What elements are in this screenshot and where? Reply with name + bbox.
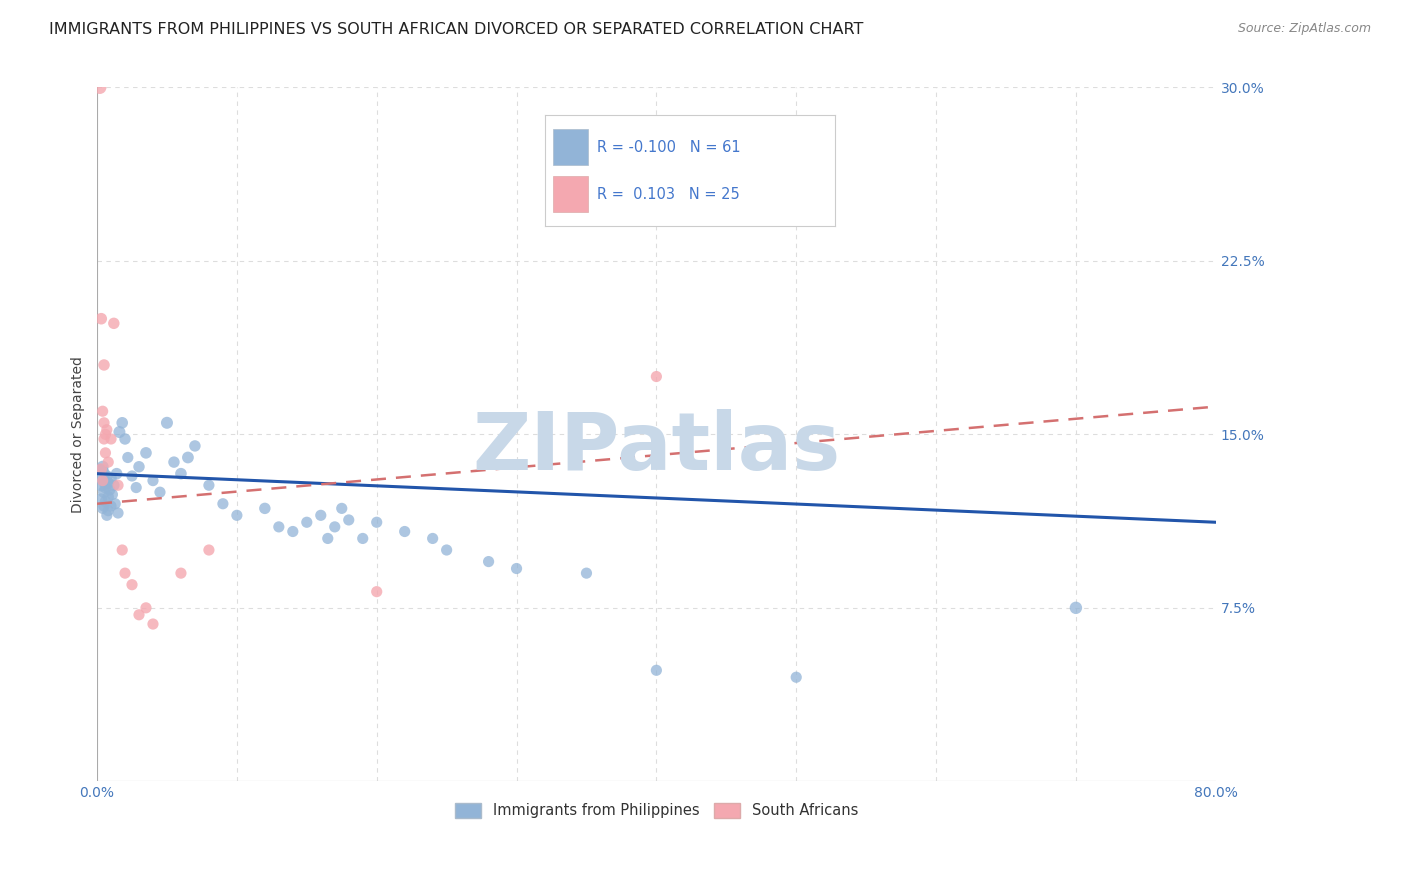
- Point: [323, 520, 346, 534]
- Point: [128, 459, 150, 474]
- Point: [97, 475, 120, 490]
- Point: [170, 566, 193, 581]
- Point: [135, 446, 157, 460]
- Point: [107, 506, 129, 520]
- Point: [94, 446, 117, 460]
- Point: [96, 469, 118, 483]
- Point: [575, 566, 598, 581]
- Point: [97, 490, 120, 504]
- Text: IMMIGRANTS FROM PHILIPPINES VS SOUTH AFRICAN DIVORCED OR SEPARATED CORRELATION C: IMMIGRANTS FROM PHILIPPINES VS SOUTH AFR…: [49, 22, 863, 37]
- Point: [281, 524, 304, 539]
- Point: [212, 497, 235, 511]
- Text: Source: ZipAtlas.com: Source: ZipAtlas.com: [1237, 22, 1371, 36]
- Point: [94, 494, 117, 508]
- Point: [170, 467, 193, 481]
- Point: [89, 467, 111, 481]
- Point: [1064, 600, 1087, 615]
- Point: [477, 555, 499, 569]
- Point: [198, 543, 221, 558]
- Point: [91, 501, 114, 516]
- Point: [114, 432, 136, 446]
- Point: [107, 478, 129, 492]
- Point: [163, 455, 186, 469]
- Point: [267, 520, 290, 534]
- Point: [90, 462, 112, 476]
- Point: [295, 515, 318, 529]
- Point: [90, 311, 112, 326]
- Point: [91, 404, 114, 418]
- Point: [97, 504, 120, 518]
- Point: [105, 467, 128, 481]
- Point: [645, 369, 668, 384]
- Point: [505, 561, 527, 575]
- Point: [117, 450, 139, 465]
- Point: [135, 600, 157, 615]
- Point: [785, 670, 807, 684]
- Point: [111, 416, 134, 430]
- Point: [366, 515, 388, 529]
- Point: [108, 425, 131, 439]
- Point: [149, 485, 172, 500]
- Point: [225, 508, 247, 523]
- Point: [177, 450, 200, 465]
- Point: [93, 432, 115, 446]
- Point: [103, 316, 125, 330]
- Point: [100, 471, 122, 485]
- Point: [330, 501, 353, 516]
- Point: [93, 474, 115, 488]
- Point: [104, 497, 127, 511]
- Y-axis label: Divorced or Separated: Divorced or Separated: [72, 356, 86, 513]
- Point: [422, 532, 444, 546]
- Point: [93, 499, 115, 513]
- Point: [184, 439, 207, 453]
- Point: [121, 469, 143, 483]
- Point: [96, 423, 118, 437]
- Point: [111, 543, 134, 558]
- Point: [100, 499, 122, 513]
- Point: [101, 487, 124, 501]
- Point: [100, 432, 122, 446]
- Point: [114, 566, 136, 581]
- Legend: Immigrants from Philippines, South Africans: Immigrants from Philippines, South Afric…: [449, 797, 863, 824]
- Point: [352, 532, 374, 546]
- Text: ZIPatlas: ZIPatlas: [472, 409, 841, 487]
- Point: [142, 617, 165, 632]
- Point: [91, 474, 114, 488]
- Point: [90, 492, 112, 507]
- Point: [89, 80, 111, 95]
- Point: [198, 478, 221, 492]
- Point: [253, 501, 276, 516]
- Point: [156, 416, 179, 430]
- Point: [316, 532, 339, 546]
- Point: [128, 607, 150, 622]
- Point: [125, 481, 148, 495]
- Point: [103, 478, 125, 492]
- Point: [645, 663, 668, 677]
- Point: [91, 459, 114, 474]
- Point: [142, 474, 165, 488]
- Point: [97, 455, 120, 469]
- Point: [90, 478, 112, 492]
- Point: [309, 508, 332, 523]
- Point: [96, 508, 118, 523]
- Point: [98, 483, 121, 497]
- Point: [93, 485, 115, 500]
- Point: [93, 358, 115, 372]
- Point: [436, 543, 458, 558]
- Point: [94, 481, 117, 495]
- Point: [121, 578, 143, 592]
- Point: [94, 427, 117, 442]
- Point: [394, 524, 416, 539]
- Point: [337, 513, 360, 527]
- Point: [366, 584, 388, 599]
- Point: [93, 416, 115, 430]
